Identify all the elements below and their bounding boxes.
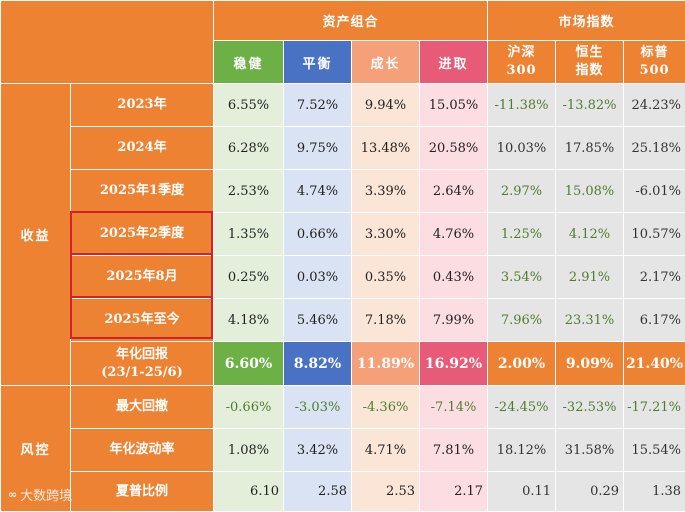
summary-sp500: 21.40% bbox=[623, 341, 685, 386]
cell-balanced: 2.58 bbox=[283, 471, 352, 512]
col-header-growth: 成长 bbox=[351, 40, 420, 84]
col-header-balanced: 平衡 bbox=[283, 40, 352, 84]
cell-sp500: 10.57% bbox=[623, 212, 685, 256]
summary-steady: 6.60% bbox=[213, 341, 284, 386]
cell-aggressive: 20.58% bbox=[418, 126, 489, 170]
cell-csi300: 2.97% bbox=[487, 169, 557, 213]
row-label: 夏普比例 bbox=[70, 471, 214, 512]
cell-steady: 1.08% bbox=[213, 428, 284, 472]
group-label-risk: 风控 bbox=[0, 385, 71, 512]
row-label: 2023年 bbox=[70, 83, 214, 127]
cell-balanced: -3.03% bbox=[283, 385, 352, 429]
cell-growth: 4.71% bbox=[351, 428, 420, 472]
cell-balanced: 7.52% bbox=[283, 83, 352, 127]
col-header-hang-seng: 恒生 指数 bbox=[555, 40, 625, 84]
corner-cell bbox=[0, 0, 214, 84]
cell-csi300: -24.45% bbox=[487, 385, 557, 429]
cell-csi300: 10.03% bbox=[487, 126, 557, 170]
portfolio-group-header: 资产组合 bbox=[212, 0, 489, 41]
cell-aggressive: 15.05% bbox=[418, 83, 489, 127]
cell-csi300: 7.96% bbox=[487, 298, 557, 342]
cell-steady: 6.55% bbox=[213, 83, 284, 127]
cell-aggressive: 4.76% bbox=[418, 212, 489, 256]
cell-aggressive: 2.64% bbox=[418, 169, 489, 213]
watermark-logo: ∞ 大数跨境 bbox=[8, 485, 72, 504]
col-header-steady: 稳健 bbox=[213, 40, 284, 84]
row-label: 2024年 bbox=[70, 126, 214, 170]
row-label-annualized: 年化回报 (23/1-25/6) bbox=[70, 341, 214, 386]
infinity-icon: ∞ bbox=[8, 488, 18, 501]
cell-aggressive: 2.17 bbox=[418, 471, 489, 512]
cell-steady: 6.28% bbox=[213, 126, 284, 170]
cell-steady: 6.10 bbox=[213, 471, 284, 512]
row-label: 年化波动率 bbox=[70, 428, 214, 472]
cell-hang-seng: 2.91% bbox=[555, 255, 625, 299]
cell-balanced: 3.42% bbox=[283, 428, 352, 472]
cell-balanced: 5.46% bbox=[283, 298, 352, 342]
watermark-text: 大数跨境 bbox=[20, 489, 73, 504]
cell-steady: 4.18% bbox=[213, 298, 284, 342]
col-header-sp500: 标普 500 bbox=[623, 40, 685, 84]
cell-hang-seng: 23.31% bbox=[555, 298, 625, 342]
cell-aggressive: 7.99% bbox=[418, 298, 489, 342]
cell-sp500: 1.38 bbox=[623, 471, 685, 512]
cell-growth: 13.48% bbox=[351, 126, 420, 170]
row-label: 2025年2季度 bbox=[70, 212, 214, 256]
summary-hang-seng: 9.09% bbox=[555, 341, 625, 386]
summary-csi300: 2.00% bbox=[487, 341, 557, 386]
cell-aggressive: -7.14% bbox=[418, 385, 489, 429]
summary-aggressive: 16.92% bbox=[418, 341, 489, 386]
cell-sp500: 6.17% bbox=[623, 298, 685, 342]
cell-sp500: -6.01% bbox=[623, 169, 685, 213]
row-label: 2025年至今 bbox=[70, 298, 214, 342]
cell-growth: 0.35% bbox=[351, 255, 420, 299]
cell-hang-seng: 0.29 bbox=[555, 471, 625, 512]
cell-sp500: 15.54% bbox=[623, 428, 685, 472]
cell-balanced: 9.75% bbox=[283, 126, 352, 170]
summary-balanced: 8.82% bbox=[283, 341, 352, 386]
cell-aggressive: 0.43% bbox=[418, 255, 489, 299]
cell-steady: 1.35% bbox=[213, 212, 284, 256]
cell-csi300: 18.12% bbox=[487, 428, 557, 472]
cell-csi300: 1.25% bbox=[487, 212, 557, 256]
cell-sp500: 25.18% bbox=[623, 126, 685, 170]
cell-steady: -0.66% bbox=[213, 385, 284, 429]
group-label-returns: 收益 bbox=[0, 83, 71, 386]
cell-csi300: -11.38% bbox=[487, 83, 557, 127]
cell-hang-seng: 4.12% bbox=[555, 212, 625, 256]
cell-growth: -4.36% bbox=[351, 385, 420, 429]
cell-growth: 3.39% bbox=[351, 169, 420, 213]
cell-growth: 3.30% bbox=[351, 212, 420, 256]
cell-csi300: 0.11 bbox=[487, 471, 557, 512]
cell-hang-seng: -32.53% bbox=[555, 385, 625, 429]
cell-growth: 7.18% bbox=[351, 298, 420, 342]
cell-balanced: 0.03% bbox=[283, 255, 352, 299]
cell-hang-seng: 15.08% bbox=[555, 169, 625, 213]
cell-hang-seng: 17.85% bbox=[555, 126, 625, 170]
cell-hang-seng: 31.58% bbox=[555, 428, 625, 472]
cell-steady: 2.53% bbox=[213, 169, 284, 213]
cell-steady: 0.25% bbox=[213, 255, 284, 299]
col-header-csi300: 沪深 300 bbox=[487, 40, 557, 84]
col-header-aggressive: 进取 bbox=[418, 40, 489, 84]
row-label: 2025年8月 bbox=[70, 255, 214, 299]
cell-aggressive: 7.81% bbox=[418, 428, 489, 472]
cell-growth: 9.94% bbox=[351, 83, 420, 127]
cell-csi300: 3.54% bbox=[487, 255, 557, 299]
cell-balanced: 0.66% bbox=[283, 212, 352, 256]
cell-sp500: 2.17% bbox=[623, 255, 685, 299]
cell-hang-seng: -13.82% bbox=[555, 83, 625, 127]
cell-sp500: 24.23% bbox=[623, 83, 685, 127]
cell-growth: 2.53 bbox=[351, 471, 420, 512]
summary-growth: 11.89% bbox=[351, 341, 420, 386]
row-label: 2025年1季度 bbox=[70, 169, 214, 213]
cell-sp500: -17.21% bbox=[623, 385, 685, 429]
cell-balanced: 4.74% bbox=[283, 169, 352, 213]
market-group-header: 市场指数 bbox=[487, 0, 685, 41]
row-label: 最大回撤 bbox=[70, 385, 214, 429]
